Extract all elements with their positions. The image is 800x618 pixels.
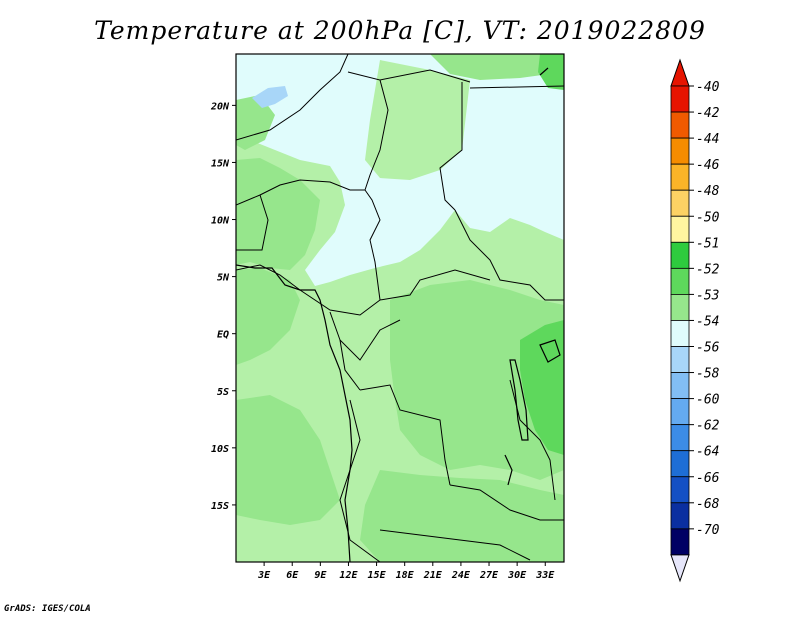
colorbar-swatch <box>670 528 690 556</box>
colorbar-swatch <box>670 85 690 113</box>
colorbar-swatch <box>670 372 690 399</box>
lon-tick-label: 27E <box>479 570 499 581</box>
contour-region-green-gulf <box>236 268 300 365</box>
contour-region-warm-north <box>538 54 564 90</box>
contour-region-green-topright <box>430 54 564 80</box>
colorbar-swatch <box>670 293 690 321</box>
colorbar-label: -48 <box>696 184 720 199</box>
map-frame <box>235 53 565 563</box>
country-borders <box>236 54 564 562</box>
colorbar-label: -62 <box>696 419 720 434</box>
lat-tick-label: 5S <box>217 387 229 398</box>
lat-tick-label: 20N <box>210 101 230 112</box>
colorbar-label: -40 <box>696 80 720 95</box>
contour-region-green-south <box>360 470 564 562</box>
coastlines <box>236 67 561 562</box>
lon-tick-label: 30E <box>507 570 527 581</box>
contour-region-green-southwest <box>236 395 340 525</box>
lon-tick-label: 21E <box>423 570 443 581</box>
lon-tick-label: 24E <box>451 570 471 581</box>
colorbar-swatch <box>670 163 690 191</box>
lon-tick-label: 6E <box>286 570 299 581</box>
colorbar-label: -46 <box>696 158 720 173</box>
colorbar-swatch <box>670 137 690 165</box>
colorbar-label: -64 <box>696 445 719 460</box>
colorbar-swatch <box>670 424 690 452</box>
colorbar-label: -54 <box>696 314 719 329</box>
colorbar-label: -42 <box>696 106 720 121</box>
lat-tick-label: 15S <box>211 501 229 512</box>
colorbar-label: -70 <box>696 523 720 538</box>
contour-region-blue-patch <box>252 86 288 108</box>
colorbar-label: -66 <box>696 471 720 486</box>
lat-tick-label: 10S <box>211 444 229 455</box>
lon-tick-label: 12E <box>339 570 358 581</box>
lon-tick-label: 18E <box>396 570 415 581</box>
colorbar-swatch <box>670 189 690 217</box>
lat-tick-label: EQ <box>217 330 229 341</box>
colorbar-swatch <box>670 111 690 139</box>
colorbar-label: -68 <box>696 497 720 512</box>
lon-tick-label: 15E <box>368 570 387 581</box>
lat-tick-label: 5N <box>217 273 230 284</box>
lon-tick-label: 3E <box>257 570 271 581</box>
colorbar-swatch <box>670 476 690 504</box>
axis-ticks: 3E 6E 9E 12E 15E 18E 21E 24E 27E 30E 33E 20N 15N 10N 5… <box>210 101 555 581</box>
colorbar-swatch <box>670 398 690 426</box>
lat-tick-label: 15N <box>211 158 230 169</box>
contour-region-green-west <box>236 158 320 270</box>
map-title: Temperature at 200hPa [C], VT: 201902280… <box>94 16 706 45</box>
colorbar-label: -58 <box>696 367 720 382</box>
colorbar-label: -51 <box>696 236 719 251</box>
colorbar-swatch <box>670 320 690 347</box>
colorbar-swatch <box>670 215 690 243</box>
lat-tick-label: 10N <box>211 216 230 227</box>
lon-tick-label: 33E <box>535 570 555 581</box>
colorbar-label: -44 <box>696 132 719 147</box>
contour-region-warm-east <box>520 320 564 455</box>
colorbar-top-arrow <box>670 58 690 87</box>
colorbar-swatch <box>670 450 690 478</box>
colorbar-swatch <box>670 241 690 269</box>
contour-region-mid-band <box>365 60 470 180</box>
colorbar-label: -53 <box>696 288 719 303</box>
colorbar-label: -50 <box>696 210 720 225</box>
colorbar-label: -60 <box>696 393 720 408</box>
colorbar-label: -52 <box>696 262 720 277</box>
colorbar-label: -56 <box>696 341 720 356</box>
lon-tick-label: 9E <box>314 570 327 581</box>
colorbar: -40 -42 -44 -46 -48 -50 -51 -52 -53 -54 -56 -58 -60 -… <box>670 58 720 583</box>
colorbar-swatch <box>670 267 690 295</box>
colorbar-swatch <box>670 502 690 530</box>
credit-label: GrADS: IGES/COLA <box>4 604 91 614</box>
colorbar-swatch <box>670 346 690 373</box>
colorbar-bottom-arrow <box>670 554 690 583</box>
contour-region-green-north <box>236 95 275 150</box>
